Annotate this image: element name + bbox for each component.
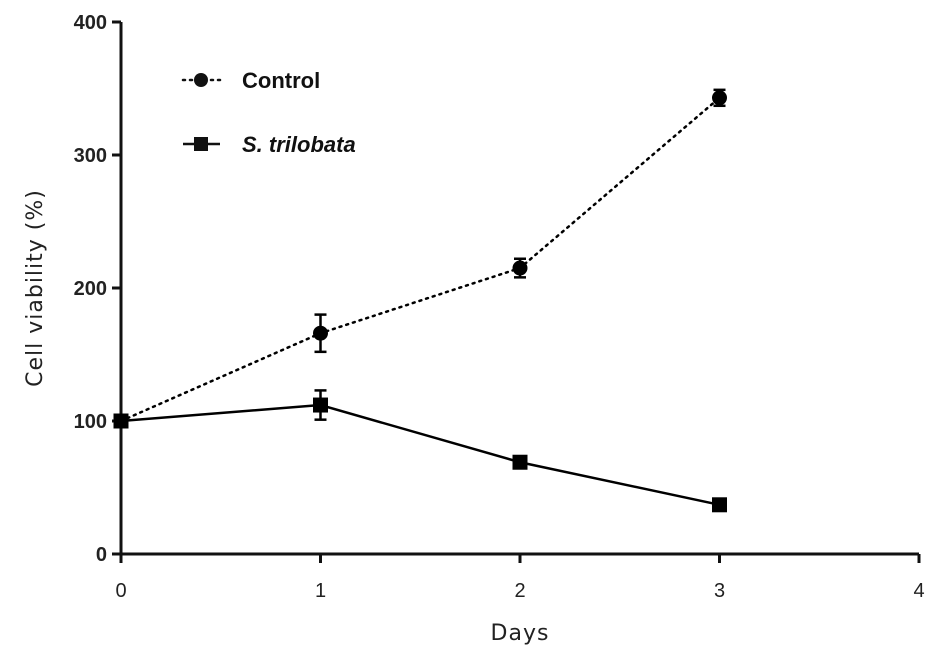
y-tick-label: 100 bbox=[74, 411, 107, 433]
data-point bbox=[512, 260, 528, 276]
y-tick-label: 0 bbox=[96, 544, 107, 566]
legend-control-marker bbox=[194, 73, 208, 87]
data-point bbox=[313, 397, 328, 413]
x-tick-label: 0 bbox=[115, 580, 126, 602]
legend-trilobata-label: S. trilobata bbox=[242, 132, 356, 157]
x-ticks: 0 1 2 3 4 bbox=[115, 554, 925, 602]
data-point bbox=[712, 497, 727, 513]
y-tick-label: 300 bbox=[74, 145, 107, 167]
series-1 bbox=[113, 389, 727, 513]
x-tick-label: 2 bbox=[514, 580, 525, 602]
data-point bbox=[113, 413, 129, 429]
x-tick-label: 1 bbox=[315, 580, 326, 602]
data-point bbox=[512, 454, 528, 470]
y-tick-label: 200 bbox=[74, 278, 107, 300]
x-tick-label: 3 bbox=[714, 580, 725, 602]
series-layer bbox=[113, 88, 727, 513]
series-line bbox=[119, 96, 721, 423]
legend: Control S. trilobata bbox=[181, 68, 356, 157]
y-ticks: 0 100 200 300 400 bbox=[74, 12, 121, 566]
legend-control-label: Control bbox=[242, 68, 320, 93]
x-axis-title: Days bbox=[491, 621, 550, 646]
y-tick-label: 400 bbox=[74, 12, 107, 34]
data-point bbox=[712, 90, 727, 106]
x-tick-label: 4 bbox=[913, 580, 924, 602]
legend-trilobata-marker bbox=[194, 137, 208, 151]
data-point bbox=[313, 325, 328, 341]
series-line bbox=[120, 403, 720, 507]
y-axis-title: Cell viability (%) bbox=[23, 189, 48, 387]
